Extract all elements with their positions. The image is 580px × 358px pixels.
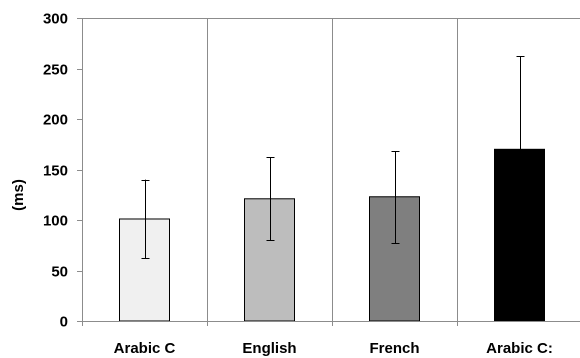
- x-category-label: English: [242, 340, 296, 357]
- y-tick-label: 100: [43, 213, 68, 230]
- y-tick-label: 0: [60, 314, 68, 331]
- bar: [119, 218, 170, 322]
- y-tick-label: 200: [43, 112, 68, 129]
- y-tick-label: 300: [43, 11, 68, 28]
- axes: [77, 18, 580, 326]
- y-tick-label: 150: [43, 163, 68, 180]
- y-axis-title: (ms): [10, 179, 27, 211]
- grid: [82, 18, 580, 321]
- bar: [244, 198, 295, 322]
- x-category-label: Arabic C:: [486, 340, 553, 357]
- bar: [494, 148, 545, 322]
- y-tick-label: 50: [51, 264, 68, 281]
- error-bars: [141, 56, 525, 259]
- labels: 0 50 100 150 200 250 300 Arabic C English French A…: [43, 11, 553, 358]
- bar: [369, 196, 420, 322]
- y-tick-label: 250: [43, 62, 68, 79]
- x-category-label: Arabic C: [114, 340, 176, 357]
- x-category-label: French: [369, 340, 419, 357]
